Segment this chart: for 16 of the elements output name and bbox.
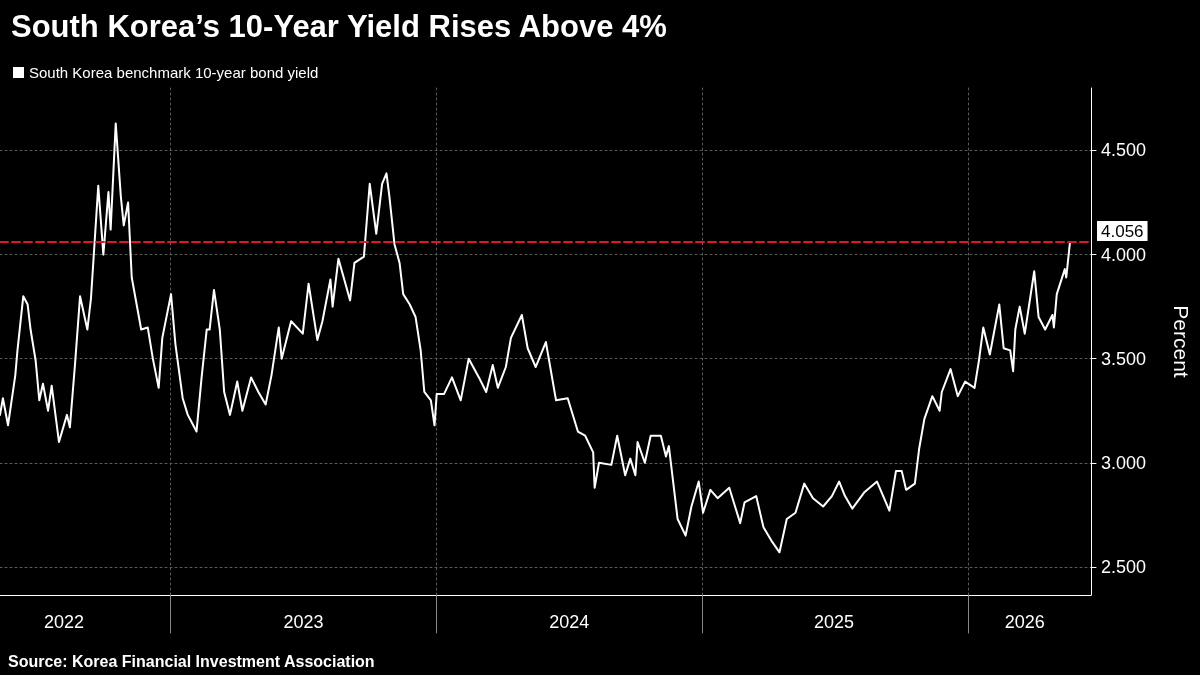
- y-axis-title: Percent: [1170, 305, 1193, 378]
- x-tick-label: 2024: [549, 612, 590, 632]
- source-note: Source: Korea Financial Investment Association: [8, 652, 375, 670]
- y-tick-label: 3.500: [1101, 348, 1147, 369]
- y-tick-label: 4.000: [1101, 244, 1147, 265]
- legend-label: South Korea benchmark 10-year bond yield: [29, 64, 319, 81]
- y-tick-label: 4.500: [1101, 140, 1147, 161]
- x-tick-label: 2022: [44, 612, 85, 632]
- y-tick-label: 2.500: [1101, 556, 1147, 577]
- ref-line-label: 4.056: [1101, 221, 1144, 241]
- chart-title: South Korea’s 10-Year Yield Rises Above 4%: [11, 9, 667, 44]
- y-tick-label: 3.000: [1101, 452, 1147, 473]
- x-tick-label: 2026: [1004, 612, 1045, 632]
- x-tick-label: 2023: [283, 612, 324, 632]
- x-tick-label: 2025: [814, 612, 855, 632]
- line-series: [0, 122, 1071, 554]
